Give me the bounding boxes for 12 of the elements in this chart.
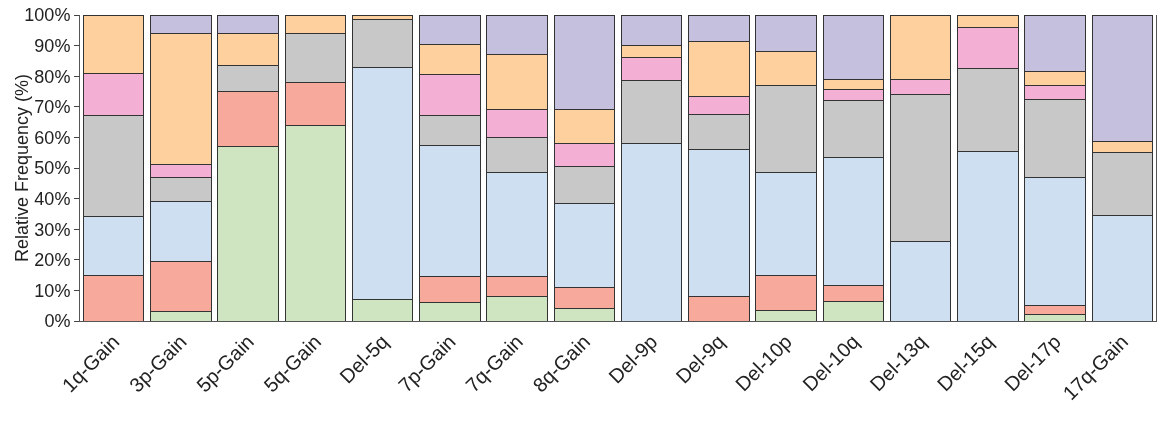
- y-tick-label: 20%: [34, 250, 71, 271]
- y-tick-label: 70%: [34, 97, 71, 118]
- y-tick-label: 60%: [34, 127, 71, 148]
- y-tick-label: 30%: [34, 219, 71, 240]
- y-tick-label: 10%: [34, 280, 71, 301]
- y-tick-label: 40%: [34, 188, 71, 209]
- y-axis-title: Relative Frequency (%): [12, 73, 33, 263]
- y-tick-label: 80%: [34, 66, 71, 87]
- y-tick-label: 0%: [44, 311, 71, 332]
- y-tick-label: 50%: [34, 158, 71, 179]
- y-tick-label: 90%: [34, 35, 71, 56]
- y-tick-label: 100%: [24, 5, 71, 26]
